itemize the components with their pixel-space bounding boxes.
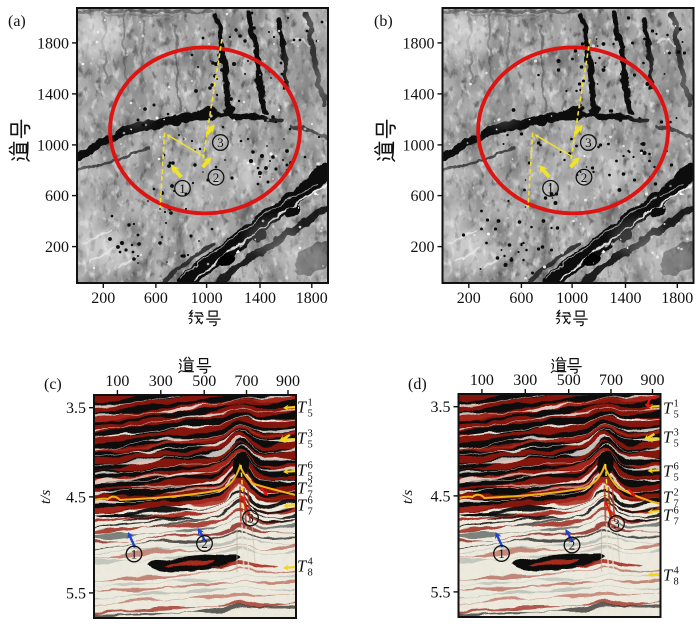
svg-text:600: 600 [45,188,69,205]
svg-text:900: 900 [276,373,300,390]
svg-text:500: 500 [192,373,216,390]
svg-text:1400: 1400 [403,86,435,103]
svg-text:3.5: 3.5 [431,399,451,416]
svg-text:1800: 1800 [296,290,328,307]
svg-text:7: 7 [674,517,679,528]
svg-text:5: 5 [674,410,679,421]
svg-text:3: 3 [308,429,313,440]
svg-text:1: 1 [131,547,138,562]
svg-text:1400: 1400 [37,86,69,103]
svg-text:7: 7 [674,499,679,510]
svg-text:6: 6 [674,506,679,517]
svg-text:8: 8 [308,568,313,579]
svg-text:4.5: 4.5 [431,488,451,505]
svg-text:6: 6 [308,496,313,507]
svg-text:T: T [297,461,308,480]
svg-text:4: 4 [308,557,314,568]
svg-text:900: 900 [641,372,665,389]
svg-text:T: T [297,429,308,448]
svg-text:3: 3 [674,428,679,439]
svg-text:3.5: 3.5 [66,400,86,417]
svg-text:4: 4 [674,566,680,577]
svg-text:1: 1 [179,181,186,196]
svg-text:100: 100 [105,373,129,390]
svg-text:t/s: t/s [400,490,416,504]
svg-text:8: 8 [674,577,679,588]
svg-text:(a): (a) [8,13,26,30]
svg-text:200: 200 [45,239,69,256]
svg-text:600: 600 [509,290,533,307]
svg-text:500: 500 [557,372,581,389]
svg-text:5: 5 [674,439,679,450]
svg-text:1: 1 [498,546,505,561]
svg-text:1: 1 [308,398,313,409]
svg-text:T: T [297,479,308,498]
svg-text:6: 6 [308,461,313,472]
svg-text:1800: 1800 [661,290,693,307]
svg-text:7: 7 [308,490,313,501]
svg-text:T: T [663,428,674,447]
svg-text:1800: 1800 [37,35,69,52]
svg-text:100: 100 [470,372,494,389]
svg-text:3: 3 [585,135,592,150]
svg-text:3: 3 [613,516,620,531]
svg-text:700: 700 [599,372,623,389]
svg-text:T: T [663,399,674,418]
svg-text:700: 700 [235,373,259,390]
svg-text:6: 6 [674,462,679,473]
svg-text:(d): (d) [408,376,427,393]
svg-text:5: 5 [308,472,313,483]
svg-text:5.5: 5.5 [66,585,86,602]
svg-text:1800: 1800 [403,35,435,52]
svg-text:3: 3 [247,511,254,526]
svg-text:T: T [663,506,674,525]
svg-text:5: 5 [674,473,679,484]
svg-text:600: 600 [411,188,435,205]
svg-text:(c): (c) [44,376,62,393]
svg-text:1400: 1400 [244,290,276,307]
svg-text:2: 2 [569,538,576,553]
svg-text:4.5: 4.5 [66,489,86,506]
svg-text:2: 2 [581,170,588,185]
svg-text:300: 300 [149,373,173,390]
svg-text:T: T [297,557,308,576]
svg-text:200: 200 [91,290,115,307]
svg-text:T: T [663,566,674,585]
svg-text:T: T [663,488,674,507]
svg-text:1000: 1000 [556,290,588,307]
svg-text:(b): (b) [374,13,393,30]
svg-text:5: 5 [308,440,313,451]
svg-text:1400: 1400 [610,290,642,307]
svg-text:1000: 1000 [403,137,435,154]
svg-text:2: 2 [308,479,313,490]
svg-text:200: 200 [457,290,481,307]
svg-text:1000: 1000 [37,137,69,154]
svg-text:300: 300 [513,372,537,389]
svg-text:2: 2 [201,536,208,551]
svg-text:5: 5 [308,409,313,420]
svg-text:7: 7 [308,507,313,518]
svg-text:200: 200 [411,239,435,256]
svg-text:2: 2 [213,170,220,185]
svg-text:T: T [297,398,308,417]
svg-text:3: 3 [217,135,224,150]
svg-text:1: 1 [674,399,679,410]
svg-text:T: T [297,496,308,515]
svg-text:1: 1 [547,181,554,196]
svg-text:t/s: t/s [38,490,54,504]
svg-text:1000: 1000 [191,290,223,307]
svg-text:600: 600 [144,290,168,307]
svg-text:2: 2 [674,488,679,499]
svg-text:5.5: 5.5 [431,584,451,601]
svg-text:T: T [663,462,674,481]
